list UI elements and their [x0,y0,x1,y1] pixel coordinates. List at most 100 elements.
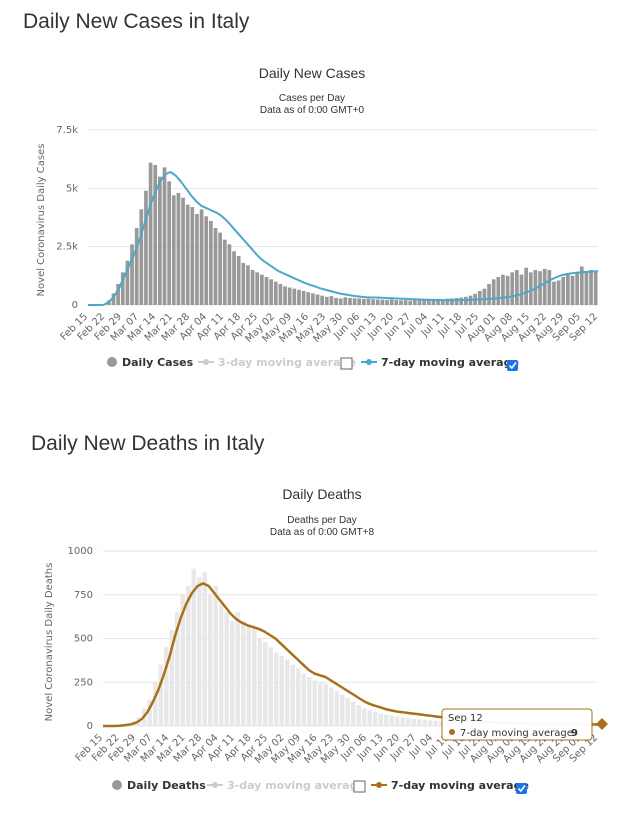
bar [340,694,345,726]
bar [148,162,153,305]
line-path [88,171,599,306]
legend-marker-7day [366,359,372,365]
bar [222,239,227,305]
bar [431,300,436,305]
tooltip-hover-marker [596,718,608,730]
bar [311,293,315,305]
bar [510,272,515,305]
bar [403,300,408,305]
legend: Daily Cases 3-day moving average 7-day m… [107,356,519,371]
line-series-7day-average [88,171,599,306]
bar [208,594,213,726]
bar [134,228,139,305]
bar [176,193,181,305]
legend-item-daily-cases[interactable]: Daily Cases [122,356,194,369]
y-tick-label: 750 [74,590,93,601]
bar [278,284,283,305]
checkbox-7day-checked[interactable] [507,360,518,371]
bar [219,603,224,726]
bar [413,299,417,305]
legend-item-3day-average[interactable]: 3-day moving average [218,356,356,369]
bar [329,687,334,726]
checkbox-3day-unchecked[interactable] [353,780,366,793]
legend-item-7day-average[interactable]: 7-day moving average [381,356,519,369]
legend-marker-daily-cases [107,357,117,367]
legend-marker-7day [376,782,382,788]
bar [366,298,371,305]
bar [279,656,284,726]
bar [125,260,130,305]
y-tick-label: 5k [66,183,78,194]
bar [213,228,218,305]
bar [301,291,306,305]
bar [362,298,366,305]
bar [528,272,533,305]
bar [450,298,454,305]
bar [566,274,570,305]
tooltip-value: 9 [571,728,578,739]
legend-marker-daily-deaths [112,780,122,790]
bar [186,586,191,726]
bar [185,204,190,305]
chart-subtitle-line1: Deaths per Day [287,515,356,526]
bar [287,287,292,305]
bar [144,190,148,305]
bar [235,612,240,726]
bar [570,275,575,305]
bar [579,266,584,305]
deaths-chart: Daily Deaths Deaths per Day Data as of 0… [44,486,608,794]
bar [269,279,273,305]
bar [241,621,246,726]
legend-item-3day-average[interactable]: 3-day moving average [227,779,365,792]
bar [482,288,487,305]
bar [477,291,482,305]
bar [312,680,317,726]
bar [351,701,356,726]
bar [164,647,169,726]
y-tick-label: 7.5k [56,125,78,136]
bar [552,281,556,305]
bar [406,718,411,726]
bar [547,270,552,305]
bar [408,300,413,305]
bar [296,668,301,726]
tooltip-series: 7-day moving average [460,728,573,739]
legend-marker-3day [203,359,209,365]
bar [283,286,287,305]
chart-subtitle-line2: Data as of 0:00 GMT+0 [260,105,365,116]
bar [436,298,440,305]
bar [190,207,195,305]
bar [356,705,361,726]
bar [439,721,444,726]
bar [158,176,162,305]
bar [318,682,323,726]
bar [496,277,501,305]
bar [348,298,352,305]
bar [394,300,399,305]
bar [195,214,199,305]
bar [301,673,306,726]
bar [209,221,213,305]
bar [542,268,547,305]
y-tick-label: 0 [87,721,93,732]
bar [487,284,491,305]
chart-subtitle-line1: Cases per Day [279,93,345,104]
legend-item-7day-average[interactable]: 7-day moving average [391,779,529,792]
bar [241,263,246,305]
bar [519,274,524,305]
bar [426,299,431,305]
bar [158,664,163,726]
checkbox-7day-checked[interactable] [516,783,527,794]
bar [389,299,394,305]
legend-item-daily-deaths[interactable]: Daily Deaths [127,779,206,792]
bar [180,594,185,726]
bar [111,293,116,305]
bar [371,299,375,305]
checkbox-3day-unchecked[interactable] [340,357,353,370]
bar [440,299,445,305]
bar [116,284,120,305]
bar [589,270,593,305]
bar [422,299,426,305]
bar [422,719,427,726]
bar [334,298,338,305]
